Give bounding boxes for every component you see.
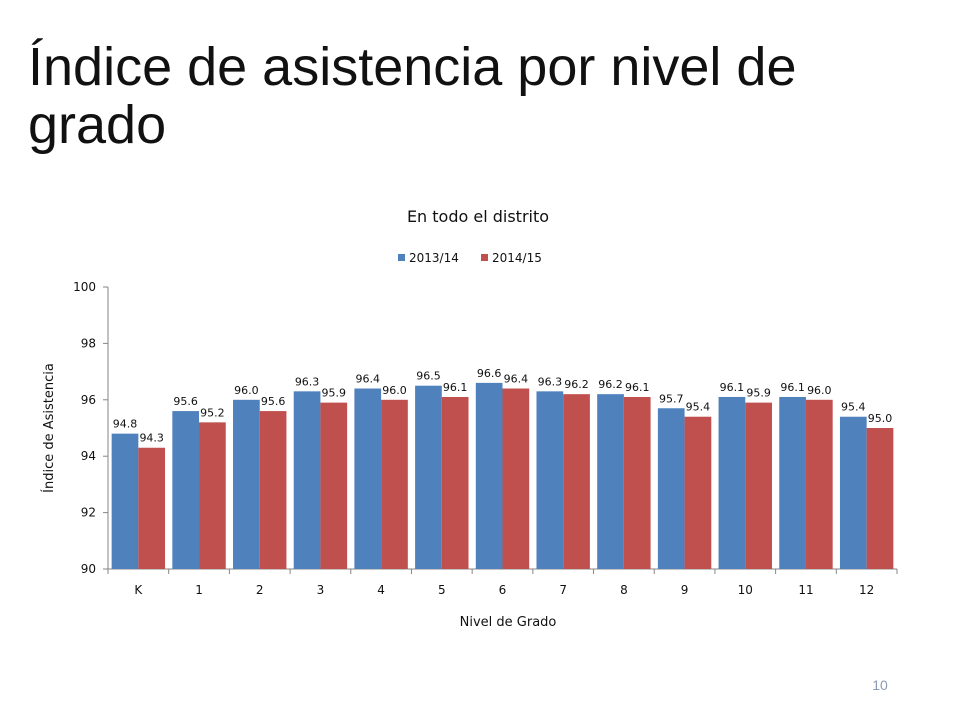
bar-2014-15-6 [502,388,530,569]
x-tick-label: 2 [256,583,264,597]
data-label: 95.2 [200,406,225,419]
bar-2014-15-3 [320,402,348,569]
data-label: 96.1 [720,381,745,394]
data-label: 96.3 [295,375,320,388]
y-axis: 90 92 94 96 98 100 [73,280,109,576]
bar-2013-14-2 [233,399,260,569]
y-axis-title: Índice de Asistencia [41,363,57,493]
bar-2014-15-5 [441,396,469,569]
x-tick-label: 12 [859,583,874,597]
legend-swatch [398,254,405,261]
x-tick-label: 9 [681,583,689,597]
y-tick-label: 92 [81,506,96,520]
data-label: 96.1 [443,381,468,394]
y-tick-label: 94 [81,449,96,463]
bar-2013-14-K [111,433,139,569]
data-label: 95.4 [841,401,866,414]
data-label: 96.5 [416,370,441,383]
x-axis-title: Nivel de Grado [460,615,557,630]
data-label: 96.2 [598,378,623,391]
bar-2013-14-10 [718,396,746,569]
data-label: 96.1 [780,381,805,394]
chart-title: En todo el distrito [407,207,549,226]
data-label: 95.6 [173,395,198,408]
bar-2013-14-4 [354,388,382,569]
bar-2014-15-7 [563,394,590,569]
data-label: 96.0 [807,384,832,397]
bar-2014-15-12 [866,428,894,569]
page-number: 10 [872,677,888,693]
bar-2013-14-5 [415,385,442,569]
legend-label: 2014/15 [492,251,542,265]
y-tick-label: 100 [73,280,96,294]
x-tick-label: 8 [620,583,628,597]
data-label: 96.3 [538,375,563,388]
y-tick-label: 98 [81,336,96,350]
data-label: 95.7 [659,392,684,405]
legend-swatch [481,254,488,261]
x-tick-label: 7 [559,583,567,597]
bar-2014-15-9 [684,416,712,569]
data-label: 96.1 [625,381,650,394]
bars [111,382,894,569]
data-label: 94.3 [139,432,164,445]
x-tick-label: 10 [738,583,753,597]
legend-label: 2013/14 [409,251,459,265]
data-label: 96.4 [356,373,381,386]
bar-2013-14-6 [475,382,503,569]
bar-2013-14-1 [172,411,200,569]
bar-2014-15-8 [623,396,651,569]
x-tick-label: 1 [195,583,203,597]
bar-2013-14-9 [657,408,685,569]
bar-2014-15-10 [745,402,772,569]
data-labels: 94.895.696.096.3 96.4 96.5 96.696.3 96.295.7… [113,367,893,445]
x-tick-label: 4 [377,583,385,597]
slide-title: Índice de asistencia por nivel de grado [28,37,797,155]
y-tick-label: 96 [81,393,96,407]
bar-2014-15-K [138,447,166,569]
y-tick-label: 90 [81,562,96,576]
data-label: 96.0 [382,384,407,397]
x-tick-label: 6 [499,583,507,597]
x-tick-label: 11 [798,583,813,597]
data-label: 96.2 [564,378,589,391]
x-axis: K 1 2 3 4 5 6 7 8 9 10 11 12 [107,568,898,597]
data-label: 95.9 [746,387,771,400]
data-label: 95.4 [686,401,711,414]
bar-2013-14-12 [839,416,867,569]
bar-2013-14-11 [779,396,806,569]
data-label: 95.0 [868,412,893,425]
x-tick-label: K [134,583,143,597]
bar-2014-15-11 [805,399,833,569]
data-label: 96.4 [504,373,529,386]
chart-legend: 2013/14 2014/15 [398,251,542,265]
x-tick-label: 3 [317,583,325,597]
data-label: 95.9 [322,387,347,400]
bar-2013-14-8 [597,394,624,569]
bar-2014-15-2 [259,411,287,569]
x-tick-label: 5 [438,583,446,597]
data-label: 95.6 [261,395,286,408]
bar-2013-14-3 [293,391,321,569]
data-label: 94.8 [113,418,138,431]
data-label: 96.0 [234,384,259,397]
bar-2014-15-1 [199,422,226,569]
bar-2013-14-7 [536,391,564,569]
data-label: 96.6 [477,367,502,380]
bar-2014-15-4 [381,399,408,569]
